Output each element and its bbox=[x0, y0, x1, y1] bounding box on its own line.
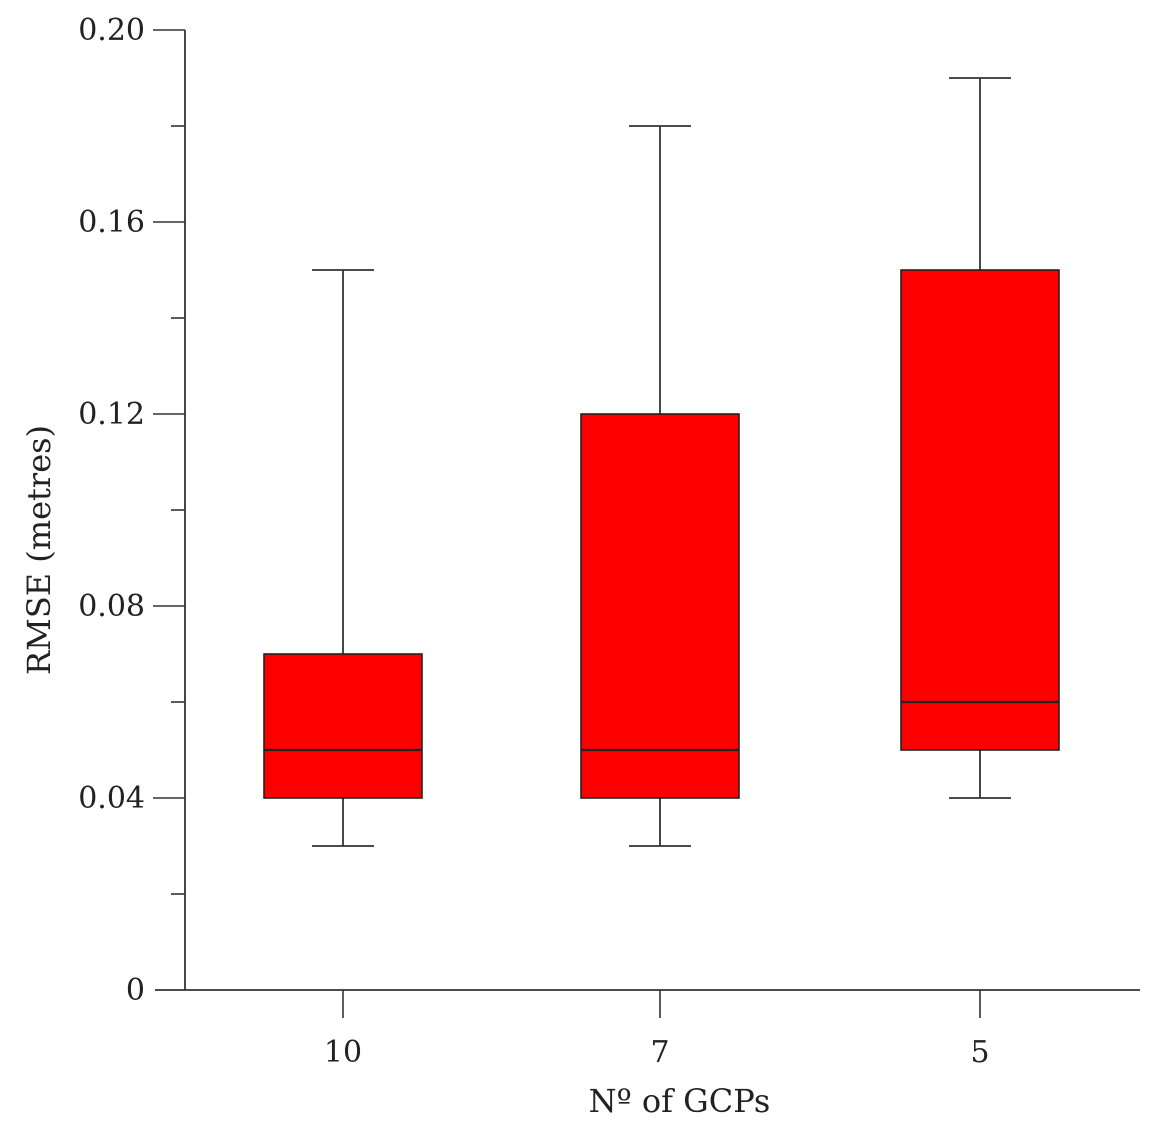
iqr-box bbox=[263, 653, 423, 799]
y-ticks: 0 0.04 0.08 0.12 0.16 0.20 bbox=[78, 13, 185, 1008]
boxes bbox=[263, 77, 1060, 847]
y-tick-label: 0 bbox=[126, 973, 145, 1008]
iqr-box bbox=[580, 413, 740, 799]
x-tick-label: 5 bbox=[970, 1035, 989, 1070]
y-tick-label: 0.12 bbox=[78, 397, 145, 432]
y-tick-label: 0.20 bbox=[78, 13, 145, 48]
iqr-box bbox=[900, 269, 1060, 751]
y-tick-label: 0.04 bbox=[78, 781, 145, 816]
y-tick-label: 0.08 bbox=[78, 589, 145, 624]
x-ticks: 10 7 5 bbox=[324, 990, 990, 1070]
x-axis-title: Nº of GCPs bbox=[589, 1082, 771, 1120]
box-7 bbox=[580, 125, 740, 847]
box-10 bbox=[263, 269, 423, 847]
x-tick-label: 7 bbox=[650, 1035, 669, 1070]
x-tick-label: 10 bbox=[324, 1035, 362, 1070]
box-5 bbox=[900, 77, 1060, 799]
y-axis-title: RMSE (metres) bbox=[20, 425, 58, 675]
y-tick-label: 0.16 bbox=[78, 205, 145, 240]
